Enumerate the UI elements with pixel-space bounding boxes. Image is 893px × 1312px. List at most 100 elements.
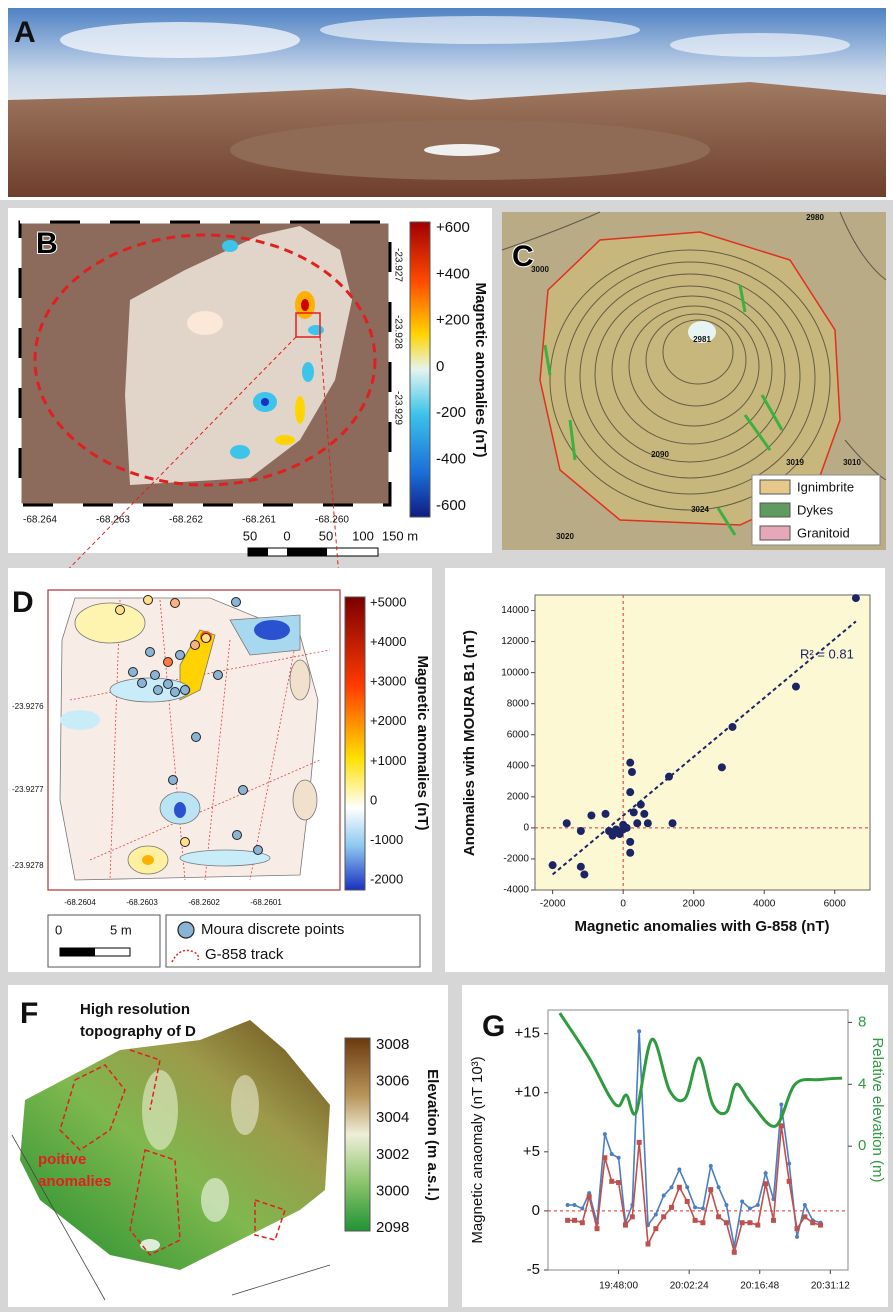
colorbar-tick-label: -400 — [436, 450, 466, 467]
marker — [748, 1207, 752, 1211]
shape — [164, 680, 173, 689]
point — [563, 819, 571, 827]
marker — [565, 1218, 570, 1223]
shape — [48, 915, 160, 967]
panel-a: A — [8, 8, 886, 197]
shape — [181, 838, 190, 847]
marker — [716, 1214, 721, 1219]
shape — [201, 1178, 229, 1222]
lat-label: -23.928 — [392, 315, 403, 349]
shape — [178, 922, 194, 938]
x-tick-label: 20:02:24 — [670, 1281, 709, 1292]
marker — [646, 1242, 651, 1247]
marker — [795, 1235, 799, 1239]
marker — [580, 1207, 584, 1211]
marker — [595, 1226, 600, 1231]
marker — [685, 1185, 689, 1189]
lon-label: -68.2603 — [126, 898, 158, 907]
contour-label: 3020 — [556, 532, 574, 541]
shape — [154, 686, 163, 695]
shape — [151, 671, 160, 680]
annotation-title: topography of D — [80, 1023, 196, 1040]
point — [628, 768, 636, 776]
shape — [293, 780, 317, 820]
shape — [345, 597, 365, 890]
y2-tick-label: 0 — [858, 1137, 866, 1154]
shape — [424, 144, 500, 156]
marker — [572, 1203, 576, 1207]
shape — [142, 1070, 178, 1150]
shape — [760, 503, 790, 517]
shape — [301, 299, 309, 311]
colorbar-tick-label: 0 — [436, 358, 444, 375]
point — [852, 594, 860, 602]
shape — [290, 660, 310, 700]
lon-label: -68.260 — [315, 515, 349, 526]
colorbar-tick-label: +600 — [436, 219, 470, 236]
shape — [295, 396, 305, 424]
scale-label: 50 — [243, 528, 257, 543]
shape — [171, 599, 180, 608]
marker — [610, 1152, 614, 1156]
annotation: R² = 0.81 — [800, 646, 854, 661]
shape — [174, 802, 186, 818]
lon-label: -68.262 — [169, 515, 203, 526]
colorbar-tick-label: -1000 — [370, 832, 403, 847]
marker — [740, 1199, 744, 1203]
point — [549, 861, 557, 869]
marker — [566, 1203, 570, 1207]
shape — [254, 846, 263, 855]
shape — [233, 831, 242, 840]
shape — [230, 445, 250, 459]
colorbar-tick-label: +200 — [436, 312, 470, 329]
shape — [261, 398, 269, 406]
colorbar-tick-label: -600 — [436, 497, 466, 514]
shape — [191, 641, 200, 650]
x-tick-label: 6000 — [824, 899, 847, 910]
marker — [609, 1179, 614, 1184]
scale-label: 50 — [319, 528, 333, 543]
colorbar-tick-label: -200 — [436, 404, 466, 421]
point — [630, 808, 638, 816]
colorbar-tick-label: 3008 — [376, 1036, 409, 1053]
annotation: anomalies — [38, 1173, 111, 1190]
y-tick-label: 10000 — [501, 667, 529, 678]
shape — [410, 222, 430, 517]
marker — [654, 1212, 658, 1216]
scale-label: 150 m — [382, 528, 418, 543]
shape — [142, 855, 154, 865]
point — [626, 759, 634, 767]
shape — [60, 22, 300, 58]
marker — [795, 1226, 800, 1231]
marker — [803, 1203, 807, 1207]
y-tick-label: 14000 — [501, 605, 529, 616]
shape — [760, 526, 790, 540]
marker — [685, 1199, 690, 1204]
lon-label: -68.2601 — [250, 898, 282, 907]
marker — [709, 1164, 713, 1168]
shape — [320, 16, 640, 44]
shape — [129, 668, 138, 677]
marker — [810, 1220, 815, 1225]
marker — [602, 1155, 607, 1160]
shape — [670, 33, 850, 57]
shape — [187, 311, 223, 335]
point — [626, 849, 634, 857]
colorbar-tick-label: +2000 — [370, 713, 407, 728]
marker — [637, 1029, 641, 1033]
marker — [587, 1194, 592, 1199]
x-tick-label: 19:48:00 — [599, 1281, 638, 1292]
colorbar-tick-label: +3000 — [370, 674, 407, 689]
shape — [116, 606, 125, 615]
scale-label: 0 — [55, 922, 62, 937]
annotation-title: High resolution — [80, 1001, 190, 1018]
marker — [717, 1185, 721, 1189]
y-tick-label: 4000 — [507, 760, 530, 771]
x-tick-label: 4000 — [753, 899, 776, 910]
marker — [637, 1140, 642, 1145]
marker — [818, 1223, 823, 1228]
point — [619, 821, 627, 829]
point — [577, 827, 585, 835]
marker — [708, 1187, 713, 1192]
scale-bar — [248, 548, 378, 556]
